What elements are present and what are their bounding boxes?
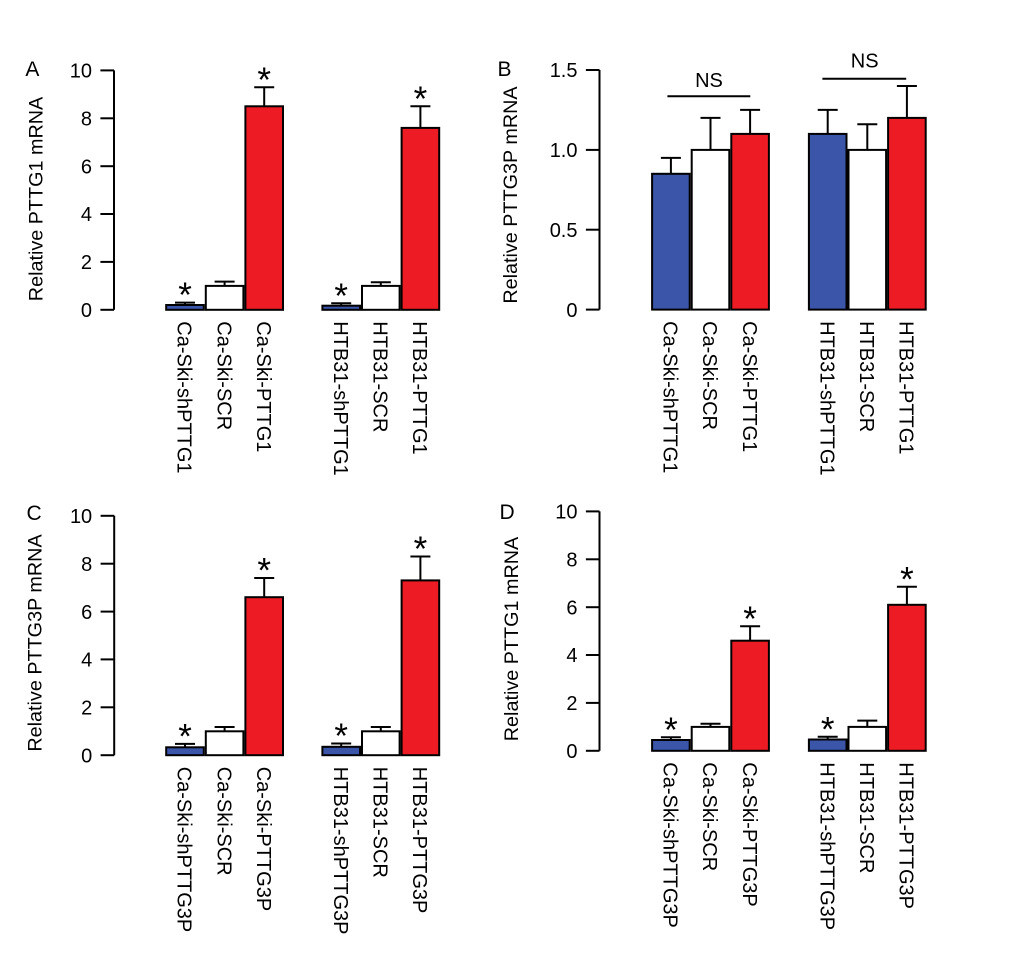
svg-text:4: 4 — [81, 650, 92, 672]
svg-text:Relative PTTG3P mRNA: Relative PTTG3P mRNA — [500, 86, 522, 304]
svg-text:2: 2 — [81, 252, 92, 274]
svg-text:Ca-Ski-shPTTG3P: Ca-Ski-shPTTG3P — [659, 762, 681, 928]
svg-text:HTB31-SCR: HTB31-SCR — [369, 767, 391, 878]
svg-text:NS: NS — [851, 51, 879, 73]
svg-text:C: C — [27, 502, 42, 525]
svg-text:Ca-Ski-SCR: Ca-Ski-SCR — [698, 321, 720, 430]
svg-text:Relative PTTG1 mRNA: Relative PTTG1 mRNA — [26, 96, 48, 301]
svg-text:Ca-Ski-PTTG1: Ca-Ski-PTTG1 — [738, 321, 760, 452]
svg-text:*: * — [821, 710, 835, 749]
svg-text:0.5: 0.5 — [550, 220, 578, 242]
svg-text:*: * — [414, 530, 428, 569]
svg-text:*: * — [334, 717, 348, 756]
svg-text:6: 6 — [81, 156, 92, 178]
svg-text:10: 10 — [70, 506, 92, 528]
svg-text:HTB31-PTTG3P: HTB31-PTTG3P — [408, 767, 430, 914]
svg-text:10: 10 — [555, 502, 577, 524]
svg-text:Ca-Ski-SCR: Ca-Ski-SCR — [212, 321, 234, 430]
svg-text:2: 2 — [566, 693, 577, 715]
svg-text:HTB31-PTTG3P: HTB31-PTTG3P — [895, 762, 917, 909]
svg-text:A: A — [25, 58, 39, 81]
svg-text:0: 0 — [81, 300, 92, 322]
svg-text:Ca-Ski-SCR: Ca-Ski-SCR — [698, 762, 720, 871]
svg-text:HTB31-PTTG1: HTB31-PTTG1 — [408, 321, 430, 454]
svg-text:D: D — [500, 501, 515, 524]
svg-text:4: 4 — [81, 204, 92, 226]
svg-text:Ca-Ski-shPTTG1: Ca-Ski-shPTTG1 — [173, 321, 195, 473]
svg-text:1.0: 1.0 — [550, 140, 578, 162]
svg-text:2: 2 — [81, 698, 92, 720]
svg-text:*: * — [257, 552, 271, 591]
svg-text:4: 4 — [566, 645, 577, 667]
svg-text:6: 6 — [566, 597, 577, 619]
svg-text:HTB31-shPTTG1: HTB31-shPTTG1 — [329, 321, 351, 475]
svg-text:*: * — [334, 277, 348, 316]
svg-text:HTB31-shPTTG3P: HTB31-shPTTG3P — [329, 767, 351, 935]
svg-text:Ca-Ski-SCR: Ca-Ski-SCR — [212, 767, 234, 876]
svg-text:*: * — [900, 560, 914, 599]
svg-text:*: * — [743, 600, 757, 639]
svg-text:*: * — [257, 61, 271, 100]
svg-text:*: * — [664, 711, 678, 750]
svg-text:6: 6 — [81, 602, 92, 624]
svg-text:HTB31-SCR: HTB31-SCR — [855, 762, 877, 873]
svg-text:8: 8 — [81, 109, 92, 131]
svg-text:*: * — [178, 718, 192, 757]
svg-text:0: 0 — [566, 300, 577, 322]
svg-text:1.5: 1.5 — [550, 60, 578, 82]
svg-text:HTB31-PTTG1: HTB31-PTTG1 — [895, 321, 917, 454]
svg-text:HTB31-shPTTG3P: HTB31-shPTTG3P — [815, 762, 837, 930]
svg-text:*: * — [178, 276, 192, 315]
svg-text:*: * — [414, 80, 428, 119]
svg-text:0: 0 — [566, 741, 577, 763]
svg-text:Ca-Ski-shPTTG1: Ca-Ski-shPTTG1 — [659, 321, 681, 473]
svg-text:Ca-Ski-PTTG3P: Ca-Ski-PTTG3P — [252, 767, 274, 911]
svg-text:HTB31-SCR: HTB31-SCR — [855, 321, 877, 432]
svg-text:10: 10 — [70, 61, 92, 83]
svg-text:Ca-Ski-PTTG1: Ca-Ski-PTTG1 — [252, 321, 274, 452]
svg-text:Relative PTTG1 mRNA: Relative PTTG1 mRNA — [501, 536, 523, 741]
svg-text:NS: NS — [695, 70, 723, 92]
svg-text:Relative PTTG3P mRNA: Relative PTTG3P mRNA — [25, 534, 47, 752]
svg-text:Ca-Ski-shPTTG3P: Ca-Ski-shPTTG3P — [173, 767, 195, 933]
svg-text:Ca-Ski-PTTG3P: Ca-Ski-PTTG3P — [738, 762, 760, 906]
svg-text:HTB31-SCR: HTB31-SCR — [369, 321, 391, 432]
svg-text:HTB31-shPTTG1: HTB31-shPTTG1 — [815, 321, 837, 475]
svg-text:8: 8 — [566, 550, 577, 572]
svg-text:8: 8 — [81, 554, 92, 576]
svg-text:B: B — [498, 58, 512, 81]
svg-text:0: 0 — [81, 745, 92, 767]
